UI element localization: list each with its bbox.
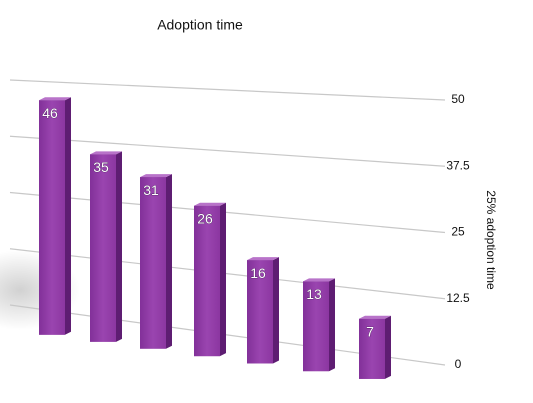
grid-line bbox=[9, 191, 446, 234]
bar-top bbox=[90, 151, 122, 155]
bar-top bbox=[194, 202, 226, 206]
bar-sheen bbox=[90, 154, 116, 342]
y-axis-label: 25% adoption time bbox=[484, 190, 498, 290]
bar-side bbox=[385, 315, 391, 379]
bar-side bbox=[220, 202, 226, 357]
y-tick-label: 0 bbox=[455, 357, 462, 371]
value-label: 7 bbox=[366, 323, 374, 339]
bar-side bbox=[65, 97, 71, 335]
bar-top bbox=[39, 97, 71, 101]
bar-top bbox=[303, 278, 335, 282]
grid-line bbox=[9, 248, 446, 300]
grid-line bbox=[9, 79, 446, 101]
bar-side bbox=[116, 151, 122, 342]
y-tick-label: 37.5 bbox=[446, 158, 470, 172]
value-label: 13 bbox=[306, 286, 322, 302]
bar-sheen bbox=[303, 281, 329, 372]
chart-title: Adoption time bbox=[157, 17, 243, 33]
bar-sheen bbox=[39, 100, 65, 335]
bar-sheen bbox=[359, 318, 385, 379]
y-tick-label: 25 bbox=[451, 225, 465, 239]
value-label: 26 bbox=[197, 210, 213, 226]
bar-top bbox=[140, 174, 172, 178]
bar-sheen bbox=[247, 260, 273, 364]
y-tick-label: 50 bbox=[451, 92, 465, 106]
bar-side bbox=[166, 174, 172, 349]
value-label: 35 bbox=[93, 159, 109, 175]
y-tick-label: 12.5 bbox=[446, 291, 470, 305]
bar-top bbox=[247, 257, 279, 261]
value-label: 16 bbox=[250, 265, 266, 281]
value-label: 46 bbox=[42, 105, 58, 121]
bar-side bbox=[273, 257, 279, 364]
bar-side bbox=[329, 278, 335, 372]
bar-sheen bbox=[194, 205, 220, 357]
bar-top bbox=[359, 315, 391, 319]
value-label: 31 bbox=[143, 182, 159, 198]
grid-line bbox=[9, 135, 446, 167]
bar-sheen bbox=[140, 177, 166, 349]
